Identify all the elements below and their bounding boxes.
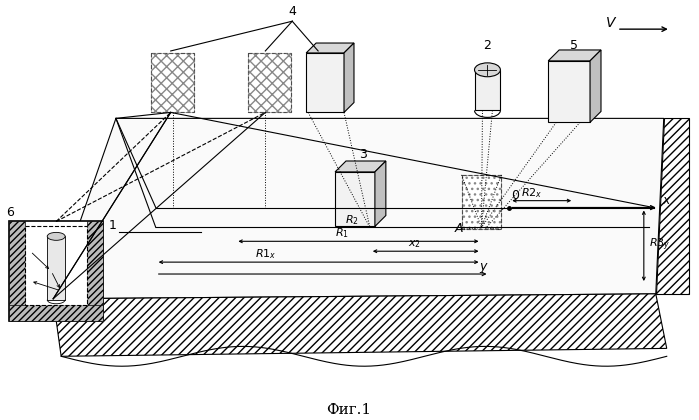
Text: $R3_y$: $R3_y$	[649, 236, 670, 253]
Text: 6: 6	[6, 205, 14, 218]
Polygon shape	[306, 53, 344, 113]
Polygon shape	[306, 43, 354, 53]
Text: $R1_x$: $R1_x$	[255, 247, 277, 261]
Polygon shape	[9, 221, 25, 320]
Polygon shape	[335, 161, 386, 172]
Text: V: V	[606, 16, 616, 30]
Text: 5: 5	[570, 39, 578, 52]
Polygon shape	[248, 53, 291, 113]
Text: 2: 2	[484, 39, 491, 52]
Polygon shape	[25, 226, 87, 305]
Ellipse shape	[475, 63, 500, 77]
Text: A: A	[454, 222, 463, 235]
Text: 1: 1	[109, 219, 117, 232]
Polygon shape	[9, 305, 103, 320]
Polygon shape	[9, 221, 103, 320]
Polygon shape	[335, 172, 375, 226]
Text: 0: 0	[512, 189, 519, 202]
Polygon shape	[53, 294, 667, 356]
Text: $R_1$: $R_1$	[335, 226, 349, 240]
Text: Фиг.1: Фиг.1	[326, 403, 372, 417]
Polygon shape	[48, 236, 65, 300]
Text: x: x	[663, 194, 670, 207]
Polygon shape	[548, 61, 590, 122]
Polygon shape	[475, 70, 500, 110]
Polygon shape	[656, 118, 689, 294]
Polygon shape	[151, 53, 194, 113]
Text: 4: 4	[288, 5, 296, 18]
Text: y: y	[480, 260, 487, 273]
Polygon shape	[375, 161, 386, 226]
Text: $R2_x$: $R2_x$	[521, 186, 543, 200]
Text: $x_2$: $x_2$	[408, 238, 421, 250]
Polygon shape	[87, 221, 103, 320]
Polygon shape	[344, 43, 354, 113]
Ellipse shape	[48, 232, 65, 240]
Polygon shape	[461, 175, 501, 229]
Polygon shape	[590, 50, 601, 122]
Polygon shape	[53, 118, 664, 299]
Polygon shape	[548, 50, 601, 61]
Text: 3: 3	[359, 148, 367, 161]
Text: $R_2$: $R_2$	[345, 213, 359, 227]
